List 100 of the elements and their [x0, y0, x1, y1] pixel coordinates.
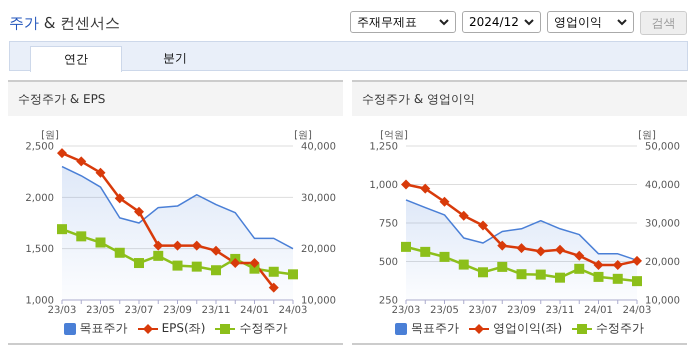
legend-label: 목표주가: [410, 320, 459, 337]
point: [458, 210, 469, 221]
point: [555, 244, 565, 255]
point: [420, 184, 430, 194]
y-tick-label: 1,000: [369, 180, 398, 192]
x-tick-label: 23/09: [163, 305, 192, 316]
point: [594, 272, 604, 282]
chart-title: 수정주가 & EPS: [8, 82, 343, 116]
x-tick-label: 23/07: [468, 305, 498, 316]
y-tick-label: 2,000: [25, 192, 54, 204]
x-tick-label: 23/11: [202, 305, 230, 316]
y-tick-label: 2,500: [25, 142, 54, 153]
point: [114, 248, 125, 258]
point: [440, 196, 450, 207]
point: [153, 240, 164, 251]
point: [57, 224, 67, 234]
y-tick-label: 1,500: [25, 244, 54, 256]
point: [594, 260, 604, 270]
point: [574, 250, 584, 261]
point: [230, 258, 240, 268]
y-tick-label: 1,000: [25, 296, 54, 307]
text: 검색: [640, 11, 687, 35]
point: [153, 250, 164, 261]
point: [211, 265, 221, 276]
legend-label: 영업이익(좌): [492, 320, 562, 337]
x-tick-label: 23/05: [430, 305, 459, 316]
point: [114, 193, 125, 204]
point: [268, 282, 279, 293]
y2-tick-label: 40,000: [645, 180, 680, 192]
point: [555, 272, 565, 283]
point: [497, 262, 508, 272]
x-tick-label: 23/03: [48, 305, 76, 316]
y2-axis-title: [원]: [638, 130, 656, 141]
y2-tick-label: 40,000: [301, 142, 336, 153]
x-tick-label: 23/09: [507, 305, 536, 316]
y2-tick-label: 20,000: [301, 244, 336, 256]
point: [192, 262, 202, 272]
point: [268, 266, 279, 277]
y-tick-label: 250: [378, 296, 398, 307]
chart-title: 수정주가 & 영업이익: [352, 82, 687, 116]
x-tick-label: 23/03: [392, 305, 420, 316]
y2-tick-label: 20,000: [645, 257, 680, 268]
y-tick-label: 750: [378, 218, 398, 230]
point: [96, 238, 106, 248]
x-tick-label: 23/07: [124, 305, 154, 316]
x-tick-label: 23/11: [546, 305, 574, 316]
legend-label: 목표주가: [80, 320, 128, 337]
point: [632, 256, 642, 266]
text: 연간: [30, 46, 122, 72]
point: [497, 240, 508, 251]
y2-tick-label: 10,000: [645, 296, 680, 307]
text: 2024/12: [469, 15, 519, 29]
y-axis-title: [억원]: [380, 130, 408, 141]
point: [420, 246, 430, 257]
point: [516, 243, 526, 254]
point: [632, 276, 642, 286]
point: [536, 270, 546, 280]
point: [57, 148, 67, 158]
point: [458, 260, 469, 270]
point: [516, 269, 526, 280]
text: 영업이익: [554, 14, 602, 30]
point: [401, 180, 411, 190]
point: [536, 246, 546, 256]
y2-tick-label: 30,000: [301, 192, 336, 204]
x-tick-label: 24/01: [240, 305, 269, 316]
y2-tick-label: 50,000: [645, 142, 680, 153]
text: 주재무제표: [357, 14, 417, 30]
point: [134, 258, 144, 268]
point: [478, 220, 488, 230]
point: [76, 156, 86, 166]
point: [440, 252, 450, 262]
point: [172, 260, 182, 271]
point: [612, 260, 623, 270]
legend-label: EPS(좌): [162, 320, 206, 337]
text: 주가 & 컨센서스: [9, 14, 120, 33]
point: [172, 240, 182, 251]
point: [96, 168, 106, 178]
point: [250, 258, 260, 268]
point: [192, 240, 202, 251]
x-tick-label: 23/05: [86, 305, 115, 316]
y2-tick-label: 30,000: [645, 218, 680, 230]
point: [574, 264, 584, 274]
legend-label: 수정주가: [239, 320, 288, 337]
point: [211, 246, 221, 256]
legend-label: 수정주가: [596, 320, 644, 337]
text: 분기: [162, 50, 188, 67]
point: [401, 242, 411, 252]
point: [76, 231, 86, 242]
x-tick-label: 24/01: [584, 305, 613, 316]
y-axis-title: [원]: [41, 130, 59, 141]
point: [478, 267, 488, 278]
y-tick-label: 500: [378, 257, 398, 268]
point: [288, 269, 298, 280]
y2-axis-title: [원]: [294, 130, 312, 141]
x-tick-label: 24/03: [278, 305, 308, 316]
x-tick-label: 24/03: [622, 305, 652, 316]
y-tick-label: 1,250: [369, 142, 398, 153]
y2-tick-label: 10,000: [301, 296, 336, 307]
point: [134, 206, 144, 217]
point: [612, 274, 623, 284]
